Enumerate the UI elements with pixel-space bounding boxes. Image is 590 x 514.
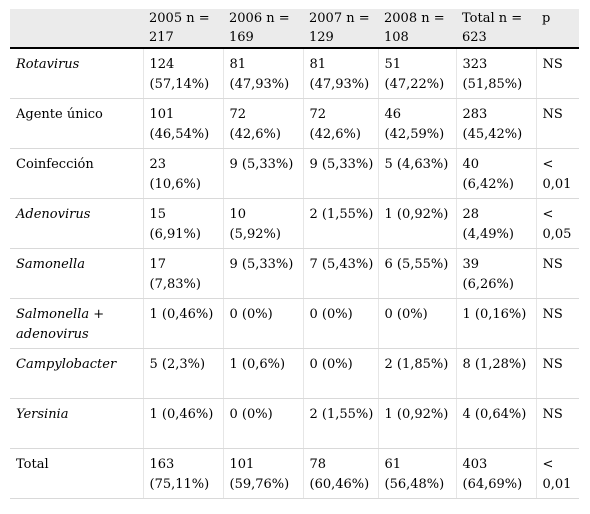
cell-2007: 78 (60,46%) [303, 448, 379, 499]
table-row: Adenovirus 15 (6,91%) 10 (5,92%) 2 (1,55… [10, 198, 579, 249]
cell-p: NS [536, 48, 579, 99]
cell-2006: 9 (5,33%) [223, 148, 304, 199]
cell-p: < 0,01 [536, 148, 579, 199]
row-label: Coinfección [10, 148, 144, 199]
row-label: Adenovirus [10, 198, 144, 249]
cell-2006: 9 (5,33%) [223, 248, 304, 299]
cell-p: NS [536, 248, 579, 299]
table-row: Total 163 (75,11%) 101 (59,76%) 78 (60,4… [10, 448, 579, 499]
row-label: Total [10, 448, 144, 499]
cell-2008: 0 (0%) [378, 298, 457, 349]
cell-2007: 0 (0%) [303, 298, 379, 349]
row-label: Campylobacter [10, 348, 144, 399]
header-cell-2005: 2005 n = 217 [143, 9, 223, 49]
cell-2006: 1 (0,6%) [223, 348, 304, 399]
table-header: 2005 n = 217 2006 n = 169 2007 n = 129 2… [10, 9, 579, 49]
header-cell-2006: 2006 n = 169 [223, 9, 303, 49]
cell-2008: 51 (47,22%) [378, 48, 457, 99]
cell-p: < 0,05 [536, 198, 579, 249]
cell-p: NS [536, 298, 579, 349]
header-cell-2007: 2007 n = 129 [303, 9, 378, 49]
row-label: Samonella [10, 248, 144, 299]
cell-2008: 2 (1,85%) [378, 348, 457, 399]
cell-p: NS [536, 348, 579, 399]
cell-2005: 17 (7,83%) [143, 248, 224, 299]
cell-2006: 10 (5,92%) [223, 198, 304, 249]
table-body: Rotavirus 124 (57,14%) 81 (47,93%) 81 (4… [10, 48, 579, 499]
cell-total: 4 (0,64%) [456, 398, 537, 449]
cell-2007: 2 (1,55%) [303, 398, 379, 449]
cell-2006: 72 (42,6%) [223, 98, 304, 149]
cell-2005: 124 (57,14%) [143, 48, 224, 99]
cell-2005: 5 (2,3%) [143, 348, 224, 399]
cell-2005: 101 (46,54%) [143, 98, 224, 149]
row-label: Salmonella + adenovirus [10, 298, 144, 349]
cell-2005: 163 (75,11%) [143, 448, 224, 499]
cell-2005: 23 (10,6%) [143, 148, 224, 199]
cell-2007: 81 (47,93%) [303, 48, 379, 99]
cell-total: 323 (51,85%) [456, 48, 537, 99]
cell-2006: 0 (0%) [223, 298, 304, 349]
cell-p: < 0,01 [536, 448, 579, 499]
cell-2006: 101 (59,76%) [223, 448, 304, 499]
header-row: 2005 n = 217 2006 n = 169 2007 n = 129 2… [10, 9, 579, 49]
cell-2008: 61 (56,48%) [378, 448, 457, 499]
cell-total: 283 (45,42%) [456, 98, 537, 149]
cell-2008: 5 (4,63%) [378, 148, 457, 199]
header-cell-p: p [536, 9, 579, 49]
data-table: 2005 n = 217 2006 n = 169 2007 n = 129 2… [10, 9, 579, 499]
cell-p: NS [536, 98, 579, 149]
cell-2007: 0 (0%) [303, 348, 379, 399]
cell-2008: 46 (42,59%) [378, 98, 457, 149]
cell-total: 40 (6,42%) [456, 148, 537, 199]
cell-total: 403 (64,69%) [456, 448, 537, 499]
table-row: Campylobacter 5 (2,3%) 1 (0,6%) 0 (0%) 2… [10, 348, 579, 399]
cell-2007: 2 (1,55%) [303, 198, 379, 249]
cell-total: 8 (1,28%) [456, 348, 537, 399]
cell-2008: 1 (0,92%) [378, 198, 457, 249]
cell-2006: 81 (47,93%) [223, 48, 304, 99]
cell-2005: 1 (0,46%) [143, 398, 224, 449]
cell-total: 39 (6,26%) [456, 248, 537, 299]
table-row: Agente único 101 (46,54%) 72 (42,6%) 72 … [10, 98, 579, 149]
cell-total: 28 (4,49%) [456, 198, 537, 249]
header-cell-2008: 2008 n = 108 [378, 9, 456, 49]
cell-p: NS [536, 398, 579, 449]
header-cell-total: Total n = 623 [456, 9, 536, 49]
cell-total: 1 (0,16%) [456, 298, 537, 349]
cell-2005: 15 (6,91%) [143, 198, 224, 249]
row-label: Agente único [10, 98, 144, 149]
cell-2008: 6 (5,55%) [378, 248, 457, 299]
table-row: Samonella 17 (7,83%) 9 (5,33%) 7 (5,43%)… [10, 248, 579, 299]
table-row: Coinfección 23 (10,6%) 9 (5,33%) 9 (5,33… [10, 148, 579, 199]
row-label: Rotavirus [10, 48, 144, 99]
table-row: Yersinia 1 (0,46%) 0 (0%) 2 (1,55%) 1 (0… [10, 398, 579, 449]
cell-2007: 72 (42,6%) [303, 98, 379, 149]
cell-2007: 7 (5,43%) [303, 248, 379, 299]
row-label: Yersinia [10, 398, 144, 449]
cell-2005: 1 (0,46%) [143, 298, 224, 349]
header-cell-label [10, 9, 143, 49]
cell-2007: 9 (5,33%) [303, 148, 379, 199]
cell-2008: 1 (0,92%) [378, 398, 457, 449]
table-row: Rotavirus 124 (57,14%) 81 (47,93%) 81 (4… [10, 48, 579, 99]
table-row: Salmonella + adenovirus 1 (0,46%) 0 (0%)… [10, 298, 579, 349]
cell-2006: 0 (0%) [223, 398, 304, 449]
